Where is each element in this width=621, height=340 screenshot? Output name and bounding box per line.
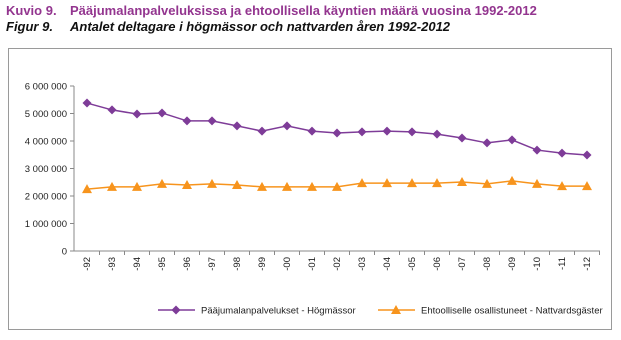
y-tick-label: 4 000 000: [25, 137, 67, 148]
x-tick-label: -12: [582, 257, 593, 271]
legend-label: Ehtoolliselle osallistuneet - Nattvardsg…: [421, 306, 603, 317]
chart-frame: [8, 48, 612, 330]
data-point: [407, 178, 417, 188]
data-point: [157, 178, 167, 188]
data-point: [357, 178, 367, 188]
chart-subtitle: Antalet deltagare i högmässor och nattva…: [69, 19, 451, 34]
data-point: [507, 175, 517, 185]
data-point: [107, 181, 117, 191]
data-point: [207, 116, 217, 126]
figure-label-sv: Figur 9.: [6, 19, 53, 34]
y-tick-label: 5 000 000: [25, 109, 67, 120]
data-point: [132, 181, 142, 191]
y-tick-label: 1 000 000: [25, 219, 67, 230]
data-point: [332, 128, 342, 138]
figure-label: Kuvio 9.: [6, 3, 57, 18]
data-point: [82, 184, 92, 194]
data-point: [507, 135, 517, 145]
x-tick-label: -07: [457, 257, 468, 271]
data-point: [357, 127, 367, 137]
x-tick-label: -06: [432, 257, 443, 271]
x-tick-label: -94: [132, 257, 143, 271]
data-point: [482, 138, 492, 148]
data-point: [232, 180, 242, 189]
data-point: [582, 181, 592, 191]
data-point: [257, 181, 267, 191]
data-point: [182, 180, 192, 189]
data-point: [532, 178, 542, 188]
data-point: [457, 176, 467, 186]
data-point: [557, 181, 567, 191]
x-tick-label: -00: [282, 257, 293, 271]
x-tick-label: -93: [107, 257, 118, 271]
data-point: [232, 121, 242, 131]
y-tick-label: 0: [62, 247, 67, 258]
data-point: [282, 121, 292, 131]
x-tick-label: -08: [482, 257, 493, 271]
data-point: [107, 105, 117, 115]
data-point: [532, 145, 542, 155]
data-point: [157, 108, 167, 118]
x-tick-label: -11: [557, 257, 568, 270]
y-tick-label: 6 000 000: [25, 82, 67, 93]
data-point: [332, 181, 342, 191]
x-tick-label: -99: [257, 257, 268, 271]
x-tick-label: -01: [307, 257, 318, 271]
legend-marker: [171, 305, 181, 315]
x-tick-label: -97: [207, 257, 218, 271]
data-point: [457, 133, 467, 143]
legend-marker: [391, 305, 401, 314]
data-point: [407, 127, 417, 137]
data-point: [432, 129, 442, 139]
data-point: [182, 116, 192, 126]
data-point: [307, 126, 317, 136]
data-point: [132, 109, 142, 119]
data-point: [82, 98, 92, 108]
data-point: [582, 150, 592, 160]
chart-title: Pääjumalanpalveluksissa ja ehtoollisella…: [70, 3, 537, 18]
y-tick-label: 2 000 000: [25, 192, 67, 203]
x-tick-label: -03: [357, 257, 368, 271]
data-point: [257, 126, 267, 136]
data-point: [482, 178, 492, 188]
x-tick-label: -05: [407, 257, 418, 271]
legend-label: Pääjumalanpalvelukset - Högmässor: [201, 306, 356, 317]
data-point: [382, 178, 392, 188]
x-tick-label: -92: [82, 257, 93, 271]
data-point: [307, 181, 317, 191]
data-point: [382, 126, 392, 136]
data-point: [282, 181, 292, 191]
y-tick-label: 3 000 000: [25, 164, 67, 175]
data-point: [207, 178, 217, 188]
data-point: [557, 148, 567, 158]
data-point: [432, 178, 442, 188]
x-tick-label: -04: [382, 257, 393, 271]
x-tick-label: -95: [157, 257, 168, 271]
x-tick-label: -10: [532, 257, 543, 271]
x-tick-label: -02: [332, 257, 343, 271]
x-tick-label: -09: [507, 257, 518, 271]
x-tick-label: -98: [232, 257, 243, 271]
x-tick-label: -96: [182, 257, 193, 271]
